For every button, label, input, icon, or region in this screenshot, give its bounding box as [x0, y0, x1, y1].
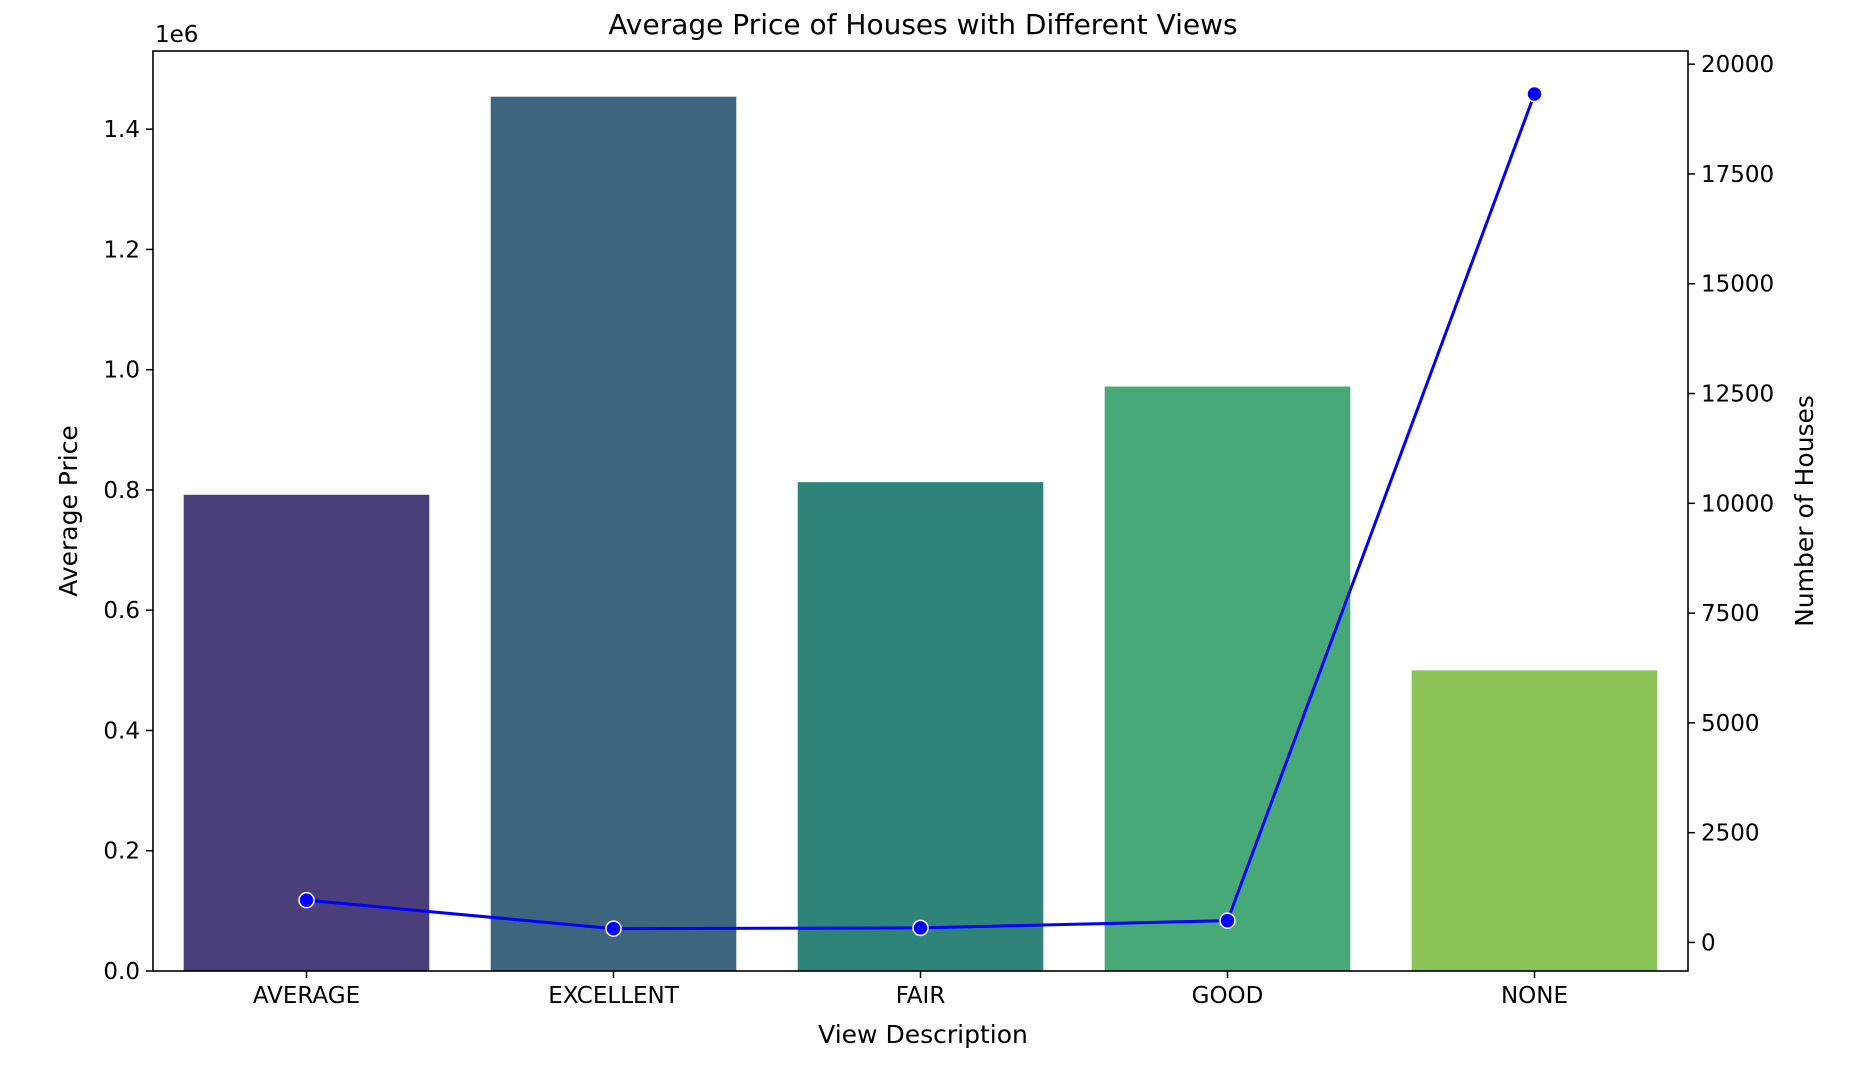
bar-excellent [490, 96, 737, 972]
x-tick-label: EXCELLENT [548, 983, 680, 1009]
x-tick-label: GOOD [1192, 983, 1264, 1009]
bar-average [183, 494, 430, 971]
y-tick-label: 0.6 [103, 598, 140, 624]
y-tick-label: 0.2 [103, 839, 140, 865]
y-axis-offset-label: 1e6 [155, 22, 198, 48]
x-axis-ticks: AVERAGE EXCELLENT FAIR GOOD NONE [253, 971, 1568, 1009]
y-tick-label: 1.2 [103, 237, 140, 263]
line-point-none [1526, 85, 1543, 103]
y2-tick-label: 5000 [1701, 711, 1760, 737]
y-tick-label: 1.0 [103, 358, 140, 384]
y2-tick-label: 7500 [1701, 601, 1760, 627]
y2-tick-label: 12500 [1701, 382, 1774, 408]
y2-tick-label: 15000 [1701, 272, 1774, 298]
x-tick-label: AVERAGE [253, 983, 360, 1009]
x-tick-label: NONE [1501, 983, 1568, 1009]
y2-tick-label: 2500 [1701, 821, 1760, 847]
line-point-excellent [605, 920, 622, 937]
bar-fair [797, 482, 1044, 971]
y-axis-label: Average Price [54, 425, 83, 597]
line-series-group [298, 85, 1543, 937]
line-point-good [1219, 912, 1236, 929]
line-point-fair [912, 919, 929, 937]
y-tick-label: 0.0 [103, 959, 140, 985]
bar-good [1104, 386, 1351, 971]
y2-tick-label: 20000 [1701, 52, 1774, 78]
y-axis-ticks: 0.0 0.2 0.4 0.6 0.8 1.0 1.2 1.4 [103, 117, 153, 985]
y2-tick-label: 10000 [1701, 491, 1774, 517]
y2-axis-ticks: 0 2500 5000 7500 10000 12500 15000 17500 20000 [1688, 52, 1774, 956]
bar-none [1411, 670, 1658, 971]
x-tick-label: FAIR [896, 983, 946, 1009]
bars-group [183, 96, 1658, 972]
y-tick-label: 0.4 [103, 718, 140, 744]
y-tick-label: 0.8 [103, 478, 140, 504]
y2-axis-label: Number of Houses [1790, 395, 1819, 627]
line-point-average [298, 891, 315, 909]
x-axis-label: View Description [818, 1020, 1028, 1049]
y2-tick-label: 17500 [1701, 162, 1774, 188]
y-tick-label: 1.4 [103, 117, 140, 143]
y2-tick-label: 0 [1701, 930, 1716, 956]
chart-title: Average Price of Houses with Different V… [608, 8, 1237, 41]
